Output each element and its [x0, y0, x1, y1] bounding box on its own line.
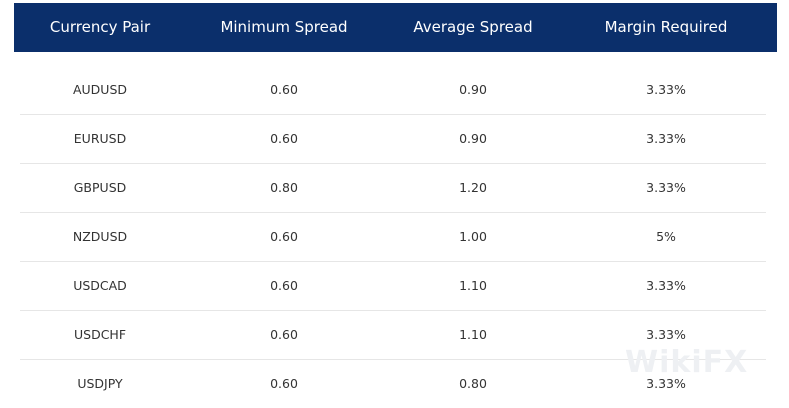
- table-header: Currency Pair Minimum Spread Average Sprea…: [14, 3, 777, 52]
- table-cell: 0.60: [270, 131, 298, 146]
- table-cell: 0.80: [459, 376, 487, 391]
- table-cell: 3.33%: [646, 327, 686, 342]
- header-cell: Minimum Spread: [220, 18, 348, 36]
- watermark: WikiFX: [625, 345, 749, 380]
- table-cell: 5%: [656, 229, 676, 244]
- table-cell: 3.33%: [646, 376, 686, 391]
- table-cell: USDCHF: [73, 327, 127, 342]
- table-cell: GBPUSD: [73, 180, 127, 195]
- table-cell: 1.00: [459, 229, 487, 244]
- table-cell: 3.33%: [646, 278, 686, 293]
- table-cell: 0.60: [270, 376, 298, 391]
- header-cell: Average Spread: [413, 18, 533, 36]
- table-cell: 3.33%: [646, 131, 686, 146]
- table-cell: 0.60: [270, 327, 298, 342]
- table-row: USDJPY 0.60 0.80 3.33%: [20, 359, 766, 408]
- table-row: USDCHF 0.60 1.10 3.33%: [20, 310, 766, 360]
- table-cell: 3.33%: [646, 180, 686, 195]
- table-cell: 1.10: [459, 278, 487, 293]
- table-cell: 0.60: [270, 82, 298, 97]
- header-cell: Margin Required: [604, 18, 728, 36]
- table-cell: 0.60: [270, 229, 298, 244]
- table-cell: USDCAD: [73, 278, 127, 293]
- table-cell: EURUSD: [73, 131, 127, 146]
- table-cell: 1.20: [459, 180, 487, 195]
- table-row: EURUSD 0.60 0.90 3.33%: [20, 114, 766, 164]
- table-row: AUDUSD 0.60 0.90 3.33%: [20, 65, 766, 115]
- table-cell: USDJPY: [77, 376, 123, 391]
- table-row: NZDUSD 0.60 1.00 5%: [20, 212, 766, 262]
- table-row: GBPUSD 0.80 1.20 3.33%: [20, 163, 766, 213]
- table-cell: AUDUSD: [72, 82, 128, 97]
- table-cell: 0.60: [270, 278, 298, 293]
- table-cell: 0.90: [459, 82, 487, 97]
- table-cell: 3.33%: [646, 82, 686, 97]
- table-cell: 1.10: [459, 327, 487, 342]
- table-cell: 0.90: [459, 131, 487, 146]
- table-cell: NZDUSD: [72, 229, 128, 244]
- header-cell: Currency Pair: [49, 18, 151, 36]
- table-cell: 0.80: [270, 180, 298, 195]
- table-row: USDCAD 0.60 1.10 3.33%: [20, 261, 766, 311]
